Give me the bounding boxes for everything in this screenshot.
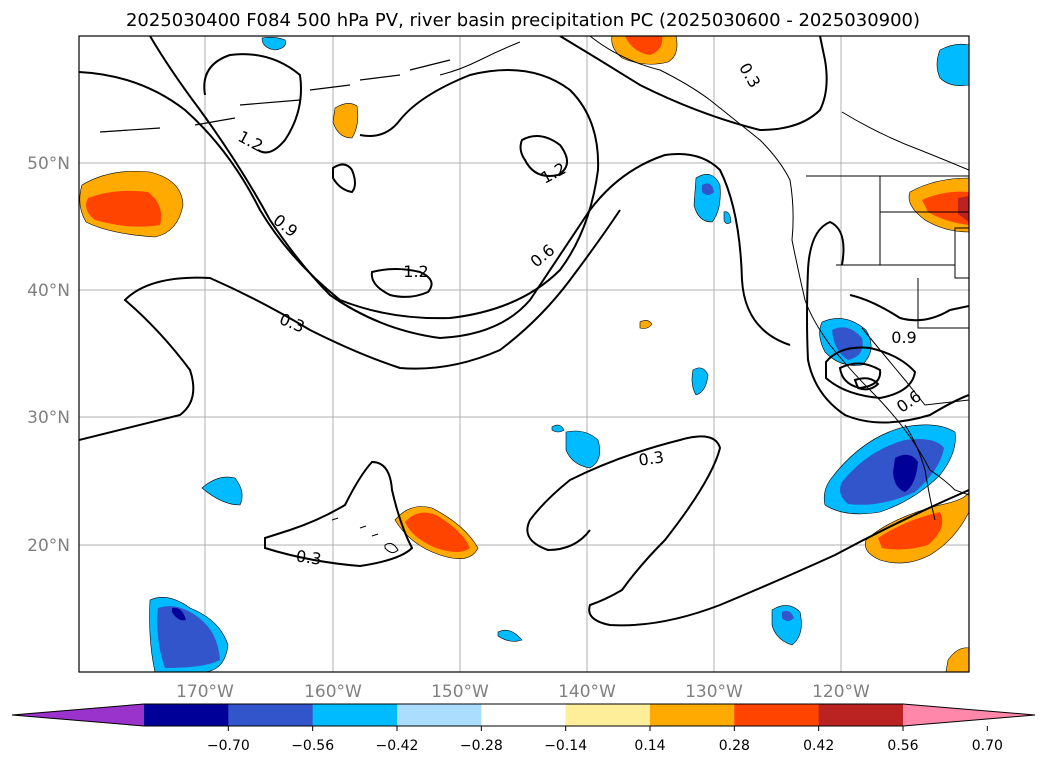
colorbar-tick-label: 0.28 [719,738,750,754]
lon-tick: 140°W [558,682,616,702]
colorbar-tick-label: −0.70 [207,738,250,754]
contour-0.3-east [529,435,969,627]
lon-tick: 130°W [685,682,743,702]
colorbar-segment [144,704,229,726]
lon-tick: 170°W [176,682,234,702]
colorbar-segment [818,704,904,726]
contour-1.2-mid [519,135,568,177]
map-frame [78,35,970,673]
lat-tick: 40°N [27,281,70,301]
contour-0.3-mid [79,209,621,441]
contour-0.3-south [264,460,414,568]
colorbar-segment [312,704,398,726]
colorbar-segment [228,704,314,726]
contour-label: 0.3 [637,447,665,469]
lon-tick: 160°W [304,682,362,702]
contour-0.6 [149,36,791,346]
contour-1.2-north [203,53,302,154]
precip-fills [79,36,969,672]
lon-tick: 150°W [431,682,489,702]
lat-tick: 20°N [27,536,70,556]
contour-label: 1.2 [403,262,428,281]
colorbar-extend-max [903,704,1035,726]
lon-tick: 120°W [812,682,870,702]
coastlines [99,36,969,554]
colorbar-tick-label: 0.70 [972,738,1003,754]
map-background [79,36,969,672]
lon-tick-labels: 170°W 160°W 150°W 140°W 130°W 120°W [176,682,870,702]
contour-label: 0.9 [891,328,916,347]
contour-0.3-north [559,36,828,132]
colorbar-tick-label: −0.28 [460,738,503,754]
colorbar-tick-label: 0.14 [634,738,665,754]
colorbar: −0.70 −0.56 −0.42 −0.28 −0.14 0.14 0.28 0.42 0.5… [11,703,1036,754]
colorbar-segment [481,704,567,726]
colorbar-tick-label: −0.14 [544,738,587,754]
colorbar-tick-label: −0.42 [376,738,419,754]
lat-tick-labels: 50°N 40°N 30°N 20°N [27,154,70,556]
map-panel: 1.2 1.2 1.2 0.9 0.6 0.3 0.3 0.3 0.3 0.9 … [27,35,970,702]
colorbar-outline [11,703,1036,727]
contour-1.2-small [370,268,433,298]
colorbar-segment [397,704,482,726]
colorbar-tick-label: 0.42 [803,738,834,754]
colorbar-segment [565,704,651,726]
coastline-north-america [589,36,969,496]
figure-title: 2025030400 F084 500 hPa PV, river basin … [126,10,920,31]
colorbar-segment [650,704,735,726]
colorbar-tick-label: 0.56 [887,738,918,754]
contour-label: 0.3 [295,546,323,568]
lat-tick: 30°N [27,408,70,428]
lat-tick: 50°N [27,154,70,174]
pv-contours [79,36,969,627]
colorbar-extend-min [12,704,144,726]
colorbar-tick-label: −0.56 [291,738,334,754]
colorbar-segment [734,704,820,726]
